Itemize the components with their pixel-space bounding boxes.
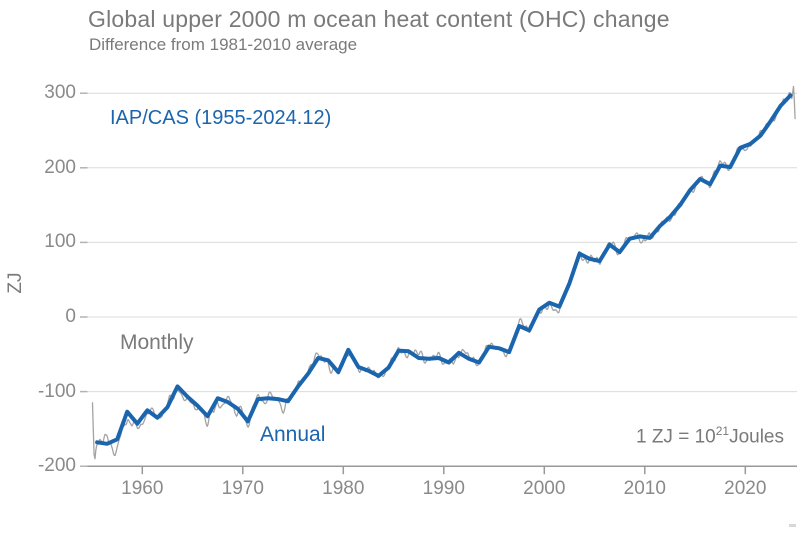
unit-note-exponent: 21 (715, 424, 730, 438)
x-tick-label-2000: 2000 (523, 478, 566, 500)
y-tick-label-200: 200 (44, 156, 76, 178)
y-axis-label: ZJ (5, 272, 26, 294)
chart-title: Global upper 2000 m ocean heat content (… (88, 6, 670, 32)
unit-note: 1 ZJ = 1021Joules (636, 424, 784, 448)
unit-note-suffix: Joules (729, 426, 784, 448)
x-tick-label-1970: 1970 (221, 478, 264, 500)
x-tick-label-2010: 2010 (623, 478, 666, 500)
annual-series-label: Annual (260, 423, 326, 446)
y-tick-label--200: -200 (37, 455, 76, 477)
x-tick-label-1990: 1990 (422, 478, 465, 500)
corner-watermark-mark (789, 524, 796, 527)
x-tick-label-1960: 1960 (121, 478, 164, 500)
y-tick-label-0: 0 (65, 306, 76, 327)
monthly-series-label: Monthly (120, 331, 194, 354)
series-legend-label: IAP/CAS (1955-2024.12) (110, 107, 332, 129)
annual-ohc-line (95, 93, 793, 446)
unit-note-prefix: 1 ZJ = 10 (635, 426, 716, 448)
monthly-ohc-line (91, 85, 796, 460)
x-tick-label-1980: 1980 (322, 478, 365, 500)
y-tick-label--100: -100 (37, 380, 76, 402)
y-tick-label-300: 300 (44, 82, 76, 104)
x-tick-label-2020: 2020 (724, 478, 767, 500)
chart-subtitle: Difference from 1981-2010 average (89, 35, 358, 54)
y-tick-label-100: 100 (44, 231, 76, 253)
